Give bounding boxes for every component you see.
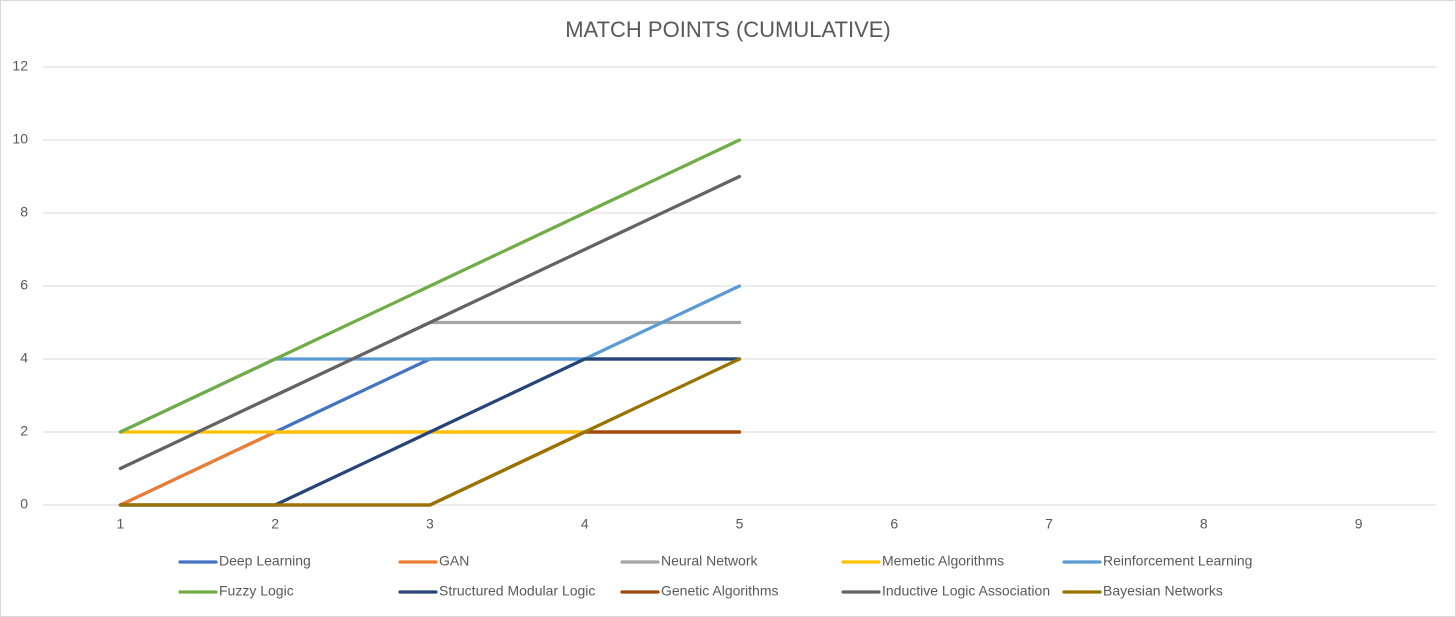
legend-label: Structured Modular Logic (439, 583, 595, 599)
legend-label: Genetic Algorithms (661, 583, 779, 599)
legend-label: Memetic Algorithms (882, 553, 1004, 569)
x-tick-label: 7 (1045, 516, 1053, 532)
x-tick-label: 2 (271, 516, 279, 532)
legend-label: Deep Learning (219, 553, 311, 569)
y-tick-label: 8 (20, 204, 28, 220)
y-tick-label: 10 (12, 131, 28, 147)
y-tick-label: 12 (12, 58, 28, 74)
x-tick-label: 6 (890, 516, 898, 532)
y-tick-label: 2 (20, 423, 28, 439)
legend-label: Neural Network (661, 553, 758, 569)
x-tick-label: 8 (1200, 516, 1208, 532)
y-tick-label: 4 (20, 350, 28, 366)
legend-label: Inductive Logic Association (882, 583, 1050, 599)
x-tick-label: 9 (1355, 516, 1363, 532)
legend-label: Bayesian Networks (1103, 583, 1223, 599)
series-line (118, 174, 742, 471)
legend-label: GAN (439, 553, 469, 569)
y-tick-label: 6 (20, 277, 28, 293)
x-tick-label: 4 (581, 516, 589, 532)
x-tick-label: 5 (736, 516, 744, 532)
legend-label: Reinforcement Learning (1103, 553, 1252, 569)
series-line (118, 138, 742, 434)
chart-title: MATCH POINTS (CUMULATIVE) (565, 17, 891, 42)
y-tick-label: 0 (20, 496, 28, 512)
x-tick-label: 3 (426, 516, 434, 532)
legend-label: Fuzzy Logic (219, 583, 294, 599)
series-line (118, 357, 742, 507)
x-tick-label: 1 (116, 516, 124, 532)
